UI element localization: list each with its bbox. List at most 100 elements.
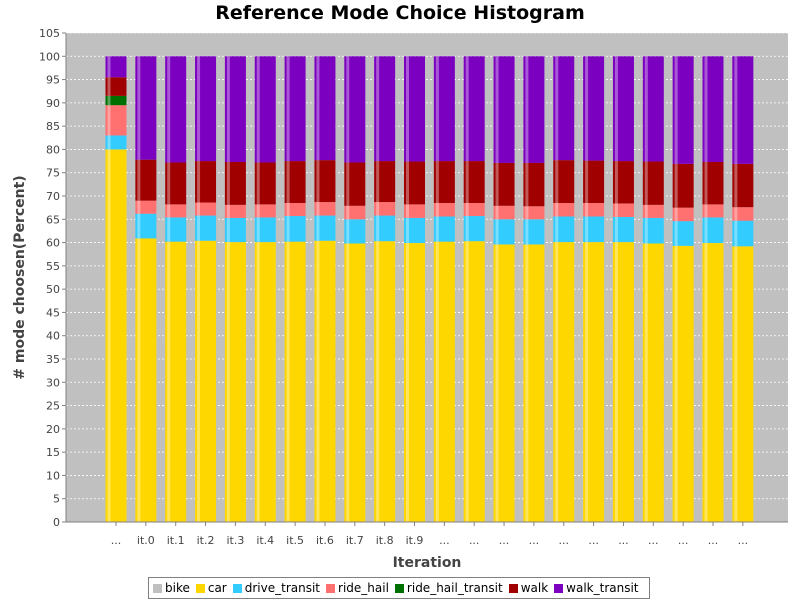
bar-segment-drive_transit [732, 220, 754, 247]
x-tick-label: it.5 [286, 534, 304, 547]
x-tick-label: ... [439, 534, 450, 547]
bar-segment-walk_transit [463, 56, 485, 162]
bar-highlight [376, 202, 380, 216]
bar-highlight [525, 56, 529, 163]
bar-highlight [644, 56, 648, 162]
bar-segment-walk [224, 162, 246, 205]
x-tick-label: ... [529, 534, 540, 547]
bar-segment-drive_transit [344, 219, 366, 244]
bar-segment-ride_hail [523, 206, 545, 220]
bar-segment-walk [553, 160, 575, 203]
bar-highlight [644, 204, 648, 218]
bar-segment-walk [672, 163, 694, 208]
bar-highlight [734, 220, 738, 247]
y-tick-label: 55 [46, 260, 60, 273]
bar-highlight [167, 241, 171, 522]
bar-highlight [614, 203, 618, 217]
bar-highlight [226, 162, 230, 205]
bar-segment-car [642, 243, 664, 522]
bar-highlight [704, 162, 708, 205]
bar-highlight [346, 243, 350, 522]
y-tick-label: 25 [46, 400, 60, 413]
bar-segment-ride_hail [254, 204, 276, 218]
bar-highlight [585, 160, 589, 203]
bar-highlight [585, 216, 589, 243]
bar-segment-drive_transit [583, 216, 605, 243]
bar-highlight [734, 163, 738, 208]
bar-segment-drive_transit [553, 216, 575, 243]
bar-segment-car [224, 242, 246, 522]
legend-swatch [153, 583, 162, 593]
y-tick-label: 100 [39, 50, 60, 63]
bar-highlight [346, 219, 350, 244]
bar-segment-walk [344, 162, 366, 206]
bar-segment-car [433, 241, 455, 522]
bar-segment-drive_transit [642, 217, 664, 244]
bar-highlight [525, 244, 529, 523]
bar-segment-ride_hail [224, 204, 246, 218]
bar-segment-drive_transit [165, 217, 187, 242]
bar-highlight [346, 205, 350, 220]
bar-segment-walk [702, 162, 724, 205]
legend-swatch [232, 583, 242, 593]
bar-segment-walk [583, 160, 605, 203]
bar-highlight [585, 242, 589, 522]
x-tick-label: it.2 [197, 534, 215, 547]
bar-highlight [525, 219, 529, 245]
x-tick-label: it.0 [137, 534, 155, 547]
bar-segment-walk_transit [433, 56, 455, 162]
bar-highlight [406, 217, 409, 244]
bar-segment-ride_hail [284, 202, 306, 217]
x-tick-label: ... [559, 534, 570, 547]
bar-segment-ride_hail [732, 207, 754, 221]
legend-item-car: car [195, 581, 227, 595]
bar-segment-walk_transit [612, 56, 634, 162]
y-tick-label: 30 [46, 376, 60, 389]
bar-highlight [376, 215, 380, 242]
bar-highlight [614, 56, 618, 162]
bar-highlight [197, 202, 201, 216]
bar-highlight [226, 56, 230, 163]
legend-swatch [326, 583, 336, 593]
bar-highlight [495, 205, 499, 220]
x-tick-label: ... [678, 534, 689, 547]
legend-swatch [508, 583, 518, 593]
x-tick-label: ... [618, 534, 629, 547]
bar-highlight [137, 200, 141, 214]
legend-label: car [207, 581, 227, 595]
legend-label: walk [520, 581, 549, 595]
gridlines [66, 32, 788, 500]
bar-highlight [644, 161, 648, 205]
bar-highlight [316, 160, 320, 203]
bar-highlight [525, 162, 529, 207]
bar-segment-walk [612, 161, 634, 204]
legend-swatch [195, 583, 205, 593]
legend-item-bike: bike [153, 581, 190, 595]
bar-highlight [137, 238, 141, 522]
bar-segment-car [195, 240, 217, 523]
bar-highlight [316, 240, 320, 523]
bar-segment-car [105, 149, 127, 522]
bar-highlight [435, 161, 439, 203]
bar-highlight [704, 243, 708, 522]
bar-highlight [137, 159, 141, 201]
bar-highlight [226, 217, 230, 243]
legend-item-walk_transit: walk_transit [554, 581, 639, 595]
y-tick-label: 70 [46, 190, 60, 203]
bar-highlight [585, 202, 589, 217]
bar-segment-car [344, 243, 366, 522]
bar-segment-ride_hail [493, 205, 515, 220]
bar-highlight [286, 241, 290, 522]
bar-segment-car [672, 245, 694, 522]
bar-highlight [495, 244, 499, 523]
bar-segment-car [284, 241, 306, 522]
bar-segment-drive_transit [404, 217, 425, 244]
bar-highlight [167, 204, 171, 218]
bar-highlight [107, 77, 111, 96]
bar-highlight [406, 243, 409, 522]
y-tick-label: 60 [46, 237, 60, 250]
bar-highlight [226, 242, 230, 522]
bar-highlight [704, 217, 708, 244]
bar-segment-ride_hail [314, 202, 336, 216]
